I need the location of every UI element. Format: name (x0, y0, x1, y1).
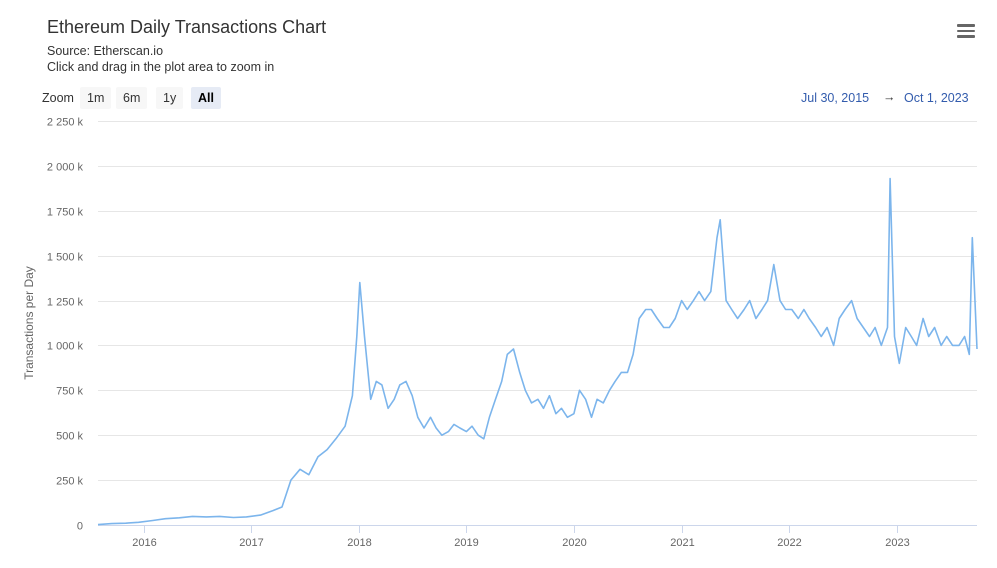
x-tick-label: 2022 (777, 537, 801, 549)
y-tick-label: 1 750 k (47, 207, 84, 219)
chart-hint: Click and drag in the plot area to zoom … (47, 60, 275, 74)
y-tick-label: 0 (77, 521, 83, 533)
y-tick-label: 750 k (56, 386, 83, 398)
hamburger-menu-icon[interactable] (955, 24, 977, 42)
chart-source: Source: Etherscan.io (47, 44, 164, 58)
y-axis-ticks: 0 250 k 500 k 750 k 1 000 k 1 250 k 1 500 k 1 7… (47, 117, 84, 533)
y-tick-label: 1 250 k (47, 297, 84, 309)
y-axis-label: Transactions per Day (22, 266, 36, 380)
grid-lines (98, 121, 977, 481)
zoom-all-button[interactable]: All (191, 87, 221, 109)
x-tick-label: 2016 (132, 537, 156, 549)
zoom-6m-button[interactable]: 6m (116, 87, 148, 109)
range-arrow-icon: → (883, 90, 896, 104)
zoom-1m-button[interactable]: 1m (80, 87, 112, 109)
series-line (97, 177, 978, 526)
range-from-input[interactable]: Jul 30, 2015 (801, 91, 870, 105)
x-tick-label: 2017 (239, 537, 263, 549)
y-tick-label: 2 250 k (47, 117, 84, 129)
y-tick-label: 2 000 k (47, 162, 84, 174)
chart-title: Ethereum Daily Transactions Chart (47, 17, 327, 37)
y-tick-label: 1 500 k (47, 252, 84, 264)
y-tick-label: 250 k (56, 476, 83, 488)
x-tick-label: 2019 (454, 537, 478, 549)
y-tick-label: 500 k (56, 431, 83, 443)
zoom-label: Zoom (42, 91, 74, 105)
x-tick-label: 2018 (347, 537, 371, 549)
x-tick-label: 2023 (885, 537, 909, 549)
x-axis-ticks: 2016 2017 2018 2019 2020 2021 2022 2023 (132, 525, 910, 549)
x-tick-label: 2021 (670, 537, 694, 549)
zoom-1y-button[interactable]: 1y (156, 87, 184, 109)
range-to-input[interactable]: Oct 1, 2023 (904, 91, 969, 105)
x-tick-label: 2020 (562, 537, 586, 549)
y-tick-label: 1 000 k (47, 341, 84, 353)
